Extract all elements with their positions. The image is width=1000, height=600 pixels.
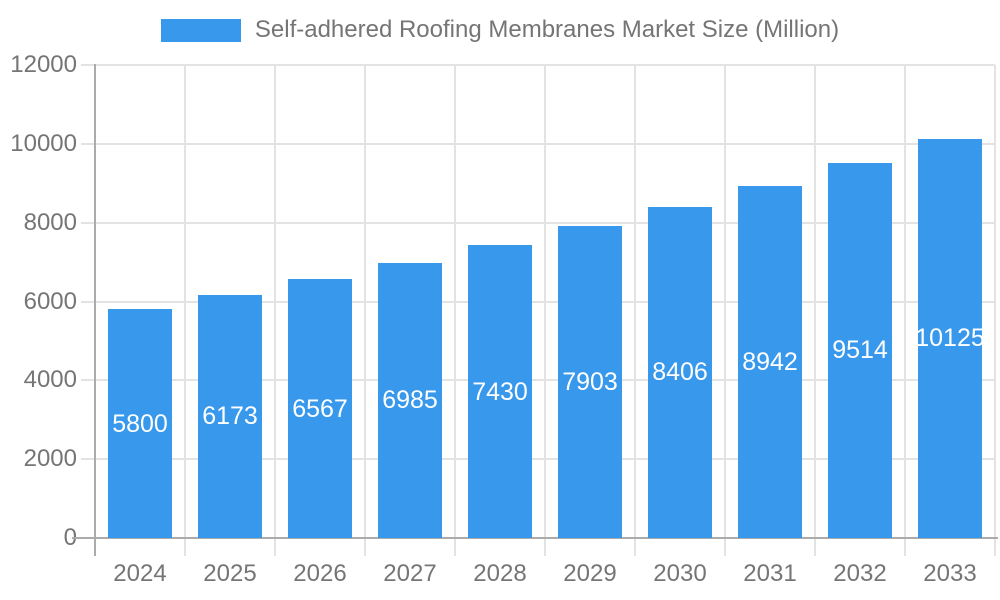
x-axis-label-2025: 2025 [203, 560, 257, 587]
y-axis-label-12000: 12000 [10, 51, 77, 78]
legend-item-market-size[interactable]: Self-adhered Roofing Membranes Market Si… [160, 16, 840, 44]
bar-value-label-2031: 8942 [742, 347, 798, 376]
x-gridline-2 [274, 65, 276, 556]
bar-2029[interactable] [558, 226, 622, 538]
bar-value-label-2030: 8406 [652, 358, 708, 387]
bar-value-label-2033: 10125 [915, 324, 985, 353]
y-axis-label-6000: 6000 [23, 287, 77, 315]
y-axis-label-2000: 2000 [23, 445, 77, 473]
x-axis-label-2032: 2032 [833, 560, 887, 587]
x-axis-label-2033: 2033 [923, 560, 977, 587]
x-gridline-1 [184, 65, 186, 556]
x-axis-line [72, 537, 998, 539]
x-axis-label-2024: 2024 [113, 560, 167, 587]
y-axis-label-8000: 8000 [23, 208, 77, 236]
x-gridline-3 [364, 65, 366, 556]
y-axis-label-0: 0 [63, 524, 77, 551]
x-gridline-4 [454, 65, 456, 556]
x-gridline-10 [994, 65, 996, 556]
bar-2028[interactable] [468, 245, 532, 538]
x-axis-label-2028: 2028 [473, 560, 527, 587]
x-axis-label-2031: 2031 [743, 560, 797, 587]
bar-2025[interactable] [198, 294, 262, 538]
y-gridline-4000 [81, 379, 995, 382]
bar-2031[interactable] [738, 185, 802, 538]
bar-2030[interactable] [648, 206, 712, 538]
y-gridline-8000 [81, 221, 995, 224]
x-gridline-6 [634, 65, 636, 556]
bar-value-label-2026: 6567 [292, 394, 348, 423]
bar-2026[interactable] [288, 279, 352, 538]
bar-value-label-2029: 7903 [562, 368, 618, 397]
bar-value-label-2032: 9514 [832, 336, 888, 365]
bar-value-label-2028: 7430 [472, 377, 528, 406]
legend-label: Self-adhered Roofing Membranes Market Si… [254, 16, 840, 43]
x-axis-label-2029: 2029 [563, 560, 617, 587]
legend: Self-adhered Roofing Membranes Market Si… [0, 16, 1000, 44]
bar-value-label-2025: 6173 [202, 402, 258, 431]
bar-2027[interactable] [378, 262, 442, 538]
bar-value-label-2027: 6985 [382, 386, 438, 415]
x-gridline-5 [544, 65, 546, 556]
y-axis-label-4000: 4000 [23, 366, 77, 394]
y-gridline-6000 [81, 300, 995, 303]
y-axis-label-10000: 10000 [10, 129, 77, 157]
x-gridline-8 [814, 65, 816, 556]
bar-2033[interactable] [918, 138, 982, 538]
y-axis-line [94, 64, 96, 556]
x-axis-label-2030: 2030 [653, 560, 707, 587]
y-gridline-10000 [81, 142, 995, 145]
x-axis-label-2027: 2027 [383, 560, 437, 587]
bar-2024[interactable] [108, 309, 172, 538]
legend-swatch-icon [160, 18, 241, 42]
x-gridline-7 [724, 65, 726, 556]
y-gridline-2000 [81, 458, 995, 461]
x-gridline-9 [904, 65, 906, 556]
y-gridline-12000 [81, 64, 995, 66]
bar-2032[interactable] [828, 162, 892, 538]
x-axis-label-2026: 2026 [293, 560, 347, 587]
bar-value-label-2024: 5800 [112, 409, 168, 438]
